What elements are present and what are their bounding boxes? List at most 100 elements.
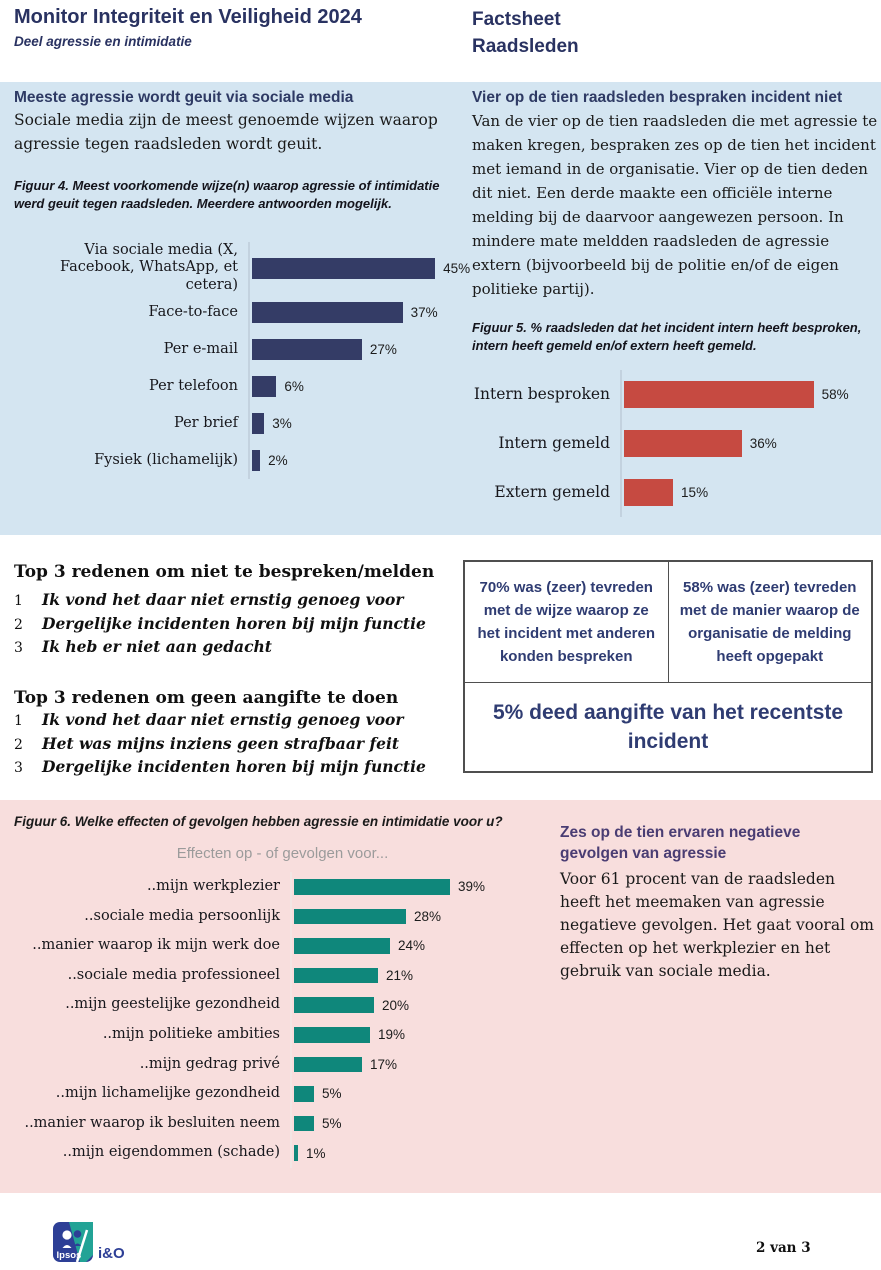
bar-category-label: ..manier waarop ik mijn werk doe	[32, 937, 280, 954]
figuur6-bar	[294, 908, 406, 925]
chart-row: Fysiek (lichamelijk) 2%	[12, 442, 477, 480]
list-item-text: Ik vond het daar niet ernstig genoeg voo…	[42, 710, 404, 729]
brand-suffix: i&O	[98, 1245, 125, 1262]
bar-area: 24%	[290, 931, 544, 961]
figuur4-bar	[252, 302, 403, 324]
figuur6-bar	[294, 1027, 370, 1043]
bar-area: 36%	[620, 419, 878, 468]
list-item: 1 Ik vond het daar niet ernstig genoeg v…	[14, 710, 426, 734]
figuur6-bar	[294, 1086, 314, 1102]
list-item: 2 Het was mijns inziens geen strafbaar f…	[14, 734, 426, 758]
page-title: Monitor Integriteit en Veiligheid 2024	[14, 6, 362, 28]
list-item: 1 Ik vond het daar niet ernstig genoeg v…	[14, 590, 426, 614]
pink-right-heading: Zes op de tien ervaren negatieve gevolge…	[560, 824, 801, 862]
bar-category-label: Fysiek (lichamelijk)	[94, 451, 238, 468]
list-item: 3 Dergelijke incidenten horen bij mijn f…	[14, 757, 426, 781]
bar-value-label: 19%	[378, 1027, 406, 1043]
list-item-number: 3	[14, 760, 23, 776]
figuur6-bar	[294, 879, 450, 895]
bar-value-label: 58%	[821, 387, 849, 402]
bar-area: 27%	[248, 331, 477, 369]
page-number: 2 van 3	[756, 1240, 811, 1256]
bar-category-label: ..mijn gedrag privé	[139, 1055, 280, 1072]
bar-value-label: 21%	[386, 968, 414, 984]
chart-row: Intern gemeld 36%	[470, 419, 878, 468]
chart-row: ..mijn eigendommen (schade) 1%	[14, 1138, 544, 1168]
bar-area: 39%	[290, 872, 544, 902]
bar-category-label: Via sociale media (X, Facebook, WhatsApp…	[60, 242, 238, 293]
bar-value-label: 6%	[284, 379, 304, 395]
bar-area: 6%	[248, 368, 477, 406]
document-type-line2: Raadsleden	[472, 36, 579, 57]
list-item-number: 2	[14, 736, 23, 753]
bar-category-label: Per brief	[173, 414, 238, 431]
chart-row: ..mijn geestelijke gezondheid 20%	[14, 990, 544, 1020]
bar-value-label: 5%	[322, 1116, 342, 1132]
list-item-number: 2	[14, 616, 23, 633]
figure4-caption: Figuur 4. Meest voorkomende wijze(n) waa…	[14, 178, 440, 211]
bar-area: 20%	[290, 990, 544, 1020]
bar-category-label: ..sociale media professioneel	[67, 966, 280, 983]
list-item-text: Dergelijke incidenten horen bij mijn fun…	[42, 613, 426, 633]
bar-category-label: ..mijn politieke ambities	[102, 1026, 280, 1043]
chart-row: ..manier waarop ik mijn werk doe 24%	[14, 931, 544, 961]
figure5-caption: Figuur 5. % raadsleden dat het incident …	[472, 320, 862, 353]
bar-value-label: 39%	[458, 879, 486, 895]
figuur4-bar	[252, 257, 436, 279]
figuur6-bar	[294, 967, 378, 984]
blue-left-heading: Meeste agressie wordt geuit via sociale …	[14, 89, 354, 106]
bar-area: 2%	[248, 442, 477, 480]
list-item-text: Het was mijns inziens geen strafbaar fei…	[42, 733, 400, 753]
chart-row: Via sociale media (X, Facebook, WhatsApp…	[12, 242, 477, 295]
list-item-number: 1	[14, 593, 23, 609]
bar-value-label: 17%	[370, 1056, 398, 1072]
list1-title: Top 3 redenen om niet te bespreken/melde…	[14, 562, 435, 582]
bar-category-label: Intern besproken	[473, 385, 610, 404]
figuur4-bar	[252, 413, 265, 435]
figuur6-bar	[294, 997, 374, 1013]
chart-row: Per telefoon 6%	[12, 368, 477, 406]
figure6-chart: ..mijn werkplezier 39% ..sociale media per…	[14, 872, 544, 1168]
bar-area: 58%	[620, 370, 878, 419]
chart-row: Face-to-face 37%	[12, 294, 477, 332]
bar-area: 21%	[290, 960, 544, 991]
figuur5-bar	[624, 479, 674, 506]
list-item: 3 Ik heb er niet aan gedacht	[14, 637, 426, 661]
list-item-text: Dergelijke incidenten horen bij mijn fun…	[42, 757, 426, 776]
figuur4-bar	[252, 339, 362, 361]
bar-value-label: 1%	[306, 1145, 326, 1161]
document-type: Factsheet Raadsleden	[472, 6, 579, 60]
ipsos-io-logo: Ipsos	[53, 1222, 93, 1267]
list-item-text: Ik vond het daar niet ernstig genoeg voo…	[42, 590, 404, 609]
stat-58-percent: 58% was (zeer) tevreden met de manier wa…	[679, 579, 860, 665]
bar-area: 45%	[248, 242, 477, 295]
figuur4-bar	[252, 376, 277, 398]
bar-category-label: Per e-mail	[163, 340, 238, 357]
figuur6-bar	[294, 1145, 298, 1161]
bar-area: 5%	[290, 1079, 544, 1109]
bar-value-label: 37%	[410, 305, 438, 321]
bar-category-label: ..mijn geestelijke gezondheid	[65, 996, 280, 1013]
stats-box: 70% was (zeer) tevreden met de wijze waa…	[463, 560, 873, 773]
bar-area: 1%	[290, 1138, 544, 1168]
bar-value-label: 24%	[398, 938, 426, 954]
bar-value-label: 15%	[681, 485, 709, 500]
ipsos-logo-icon: Ipsos	[53, 1222, 93, 1263]
chart-row: ..mijn gedrag privé 17%	[14, 1049, 544, 1080]
figuur4-bar	[252, 450, 261, 472]
stat-5-percent: 5% deed aangifte van het recentste incid…	[492, 701, 844, 753]
bar-category-label: Per telefoon	[148, 377, 238, 394]
document-type-line1: Factsheet	[472, 9, 561, 30]
stat-70-percent: 70% was (zeer) tevreden met de wijze waa…	[465, 562, 669, 682]
chart-row: ..sociale media persoonlijk 28%	[14, 901, 544, 932]
blue-right-heading: Vier op de tien raadsleden bespraken inc…	[472, 89, 843, 106]
chart-row: ..mijn lichamelijke gezondheid 5%	[14, 1079, 544, 1109]
bar-value-label: 3%	[272, 416, 292, 432]
chart-row: ..manier waarop ik besluiten neem 5%	[14, 1108, 544, 1139]
bar-value-label: 28%	[414, 908, 442, 924]
bar-value-label: 27%	[369, 342, 397, 358]
logo-brand-text: Ipsos	[57, 1250, 82, 1261]
bar-value-label: 5%	[322, 1086, 342, 1102]
bar-area: 15%	[620, 468, 878, 517]
chart-row: Per e-mail 27%	[12, 331, 477, 369]
